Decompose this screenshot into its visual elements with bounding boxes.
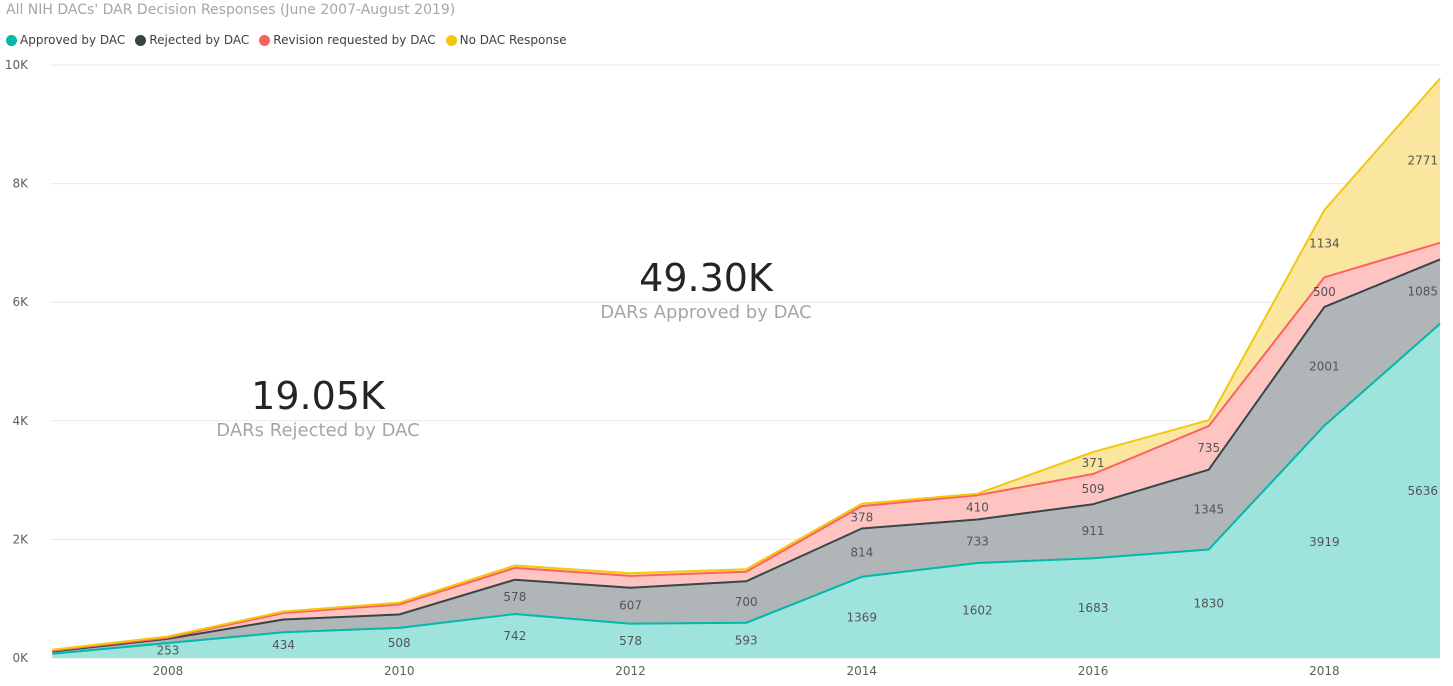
legend-label-approved: Approved by DAC [20,33,126,47]
data-label: 911 [1082,524,1105,538]
y-tick-label: 0K [12,651,29,665]
x-tick-label: 2010 [384,664,415,678]
y-tick-label: 6K [12,295,29,309]
axes: 0K 2K 4K 6K 8K 10K 2008 2010 2012 2014 2016 2018 [5,58,1340,678]
series-line-approved-by-dac [52,323,1441,655]
legend-label-revision: Revision requested by DAC [273,33,436,47]
data-label: 593 [735,633,758,647]
data-label: 742 [503,629,526,643]
data-label: 1830 [1193,597,1224,611]
data-label: 508 [388,636,411,650]
data-label: 509 [1082,482,1105,496]
area-rejected-by-dac [52,259,1440,654]
data-labels: 253 434 508 742 578 593 1369 1602 1683 1830 3919 56… [157,154,1438,658]
y-tick-label: 2K [12,532,29,546]
data-label: 434 [272,638,295,652]
data-label: 500 [1313,285,1336,299]
data-label: 253 [157,643,180,657]
data-label: 5636 [1407,484,1438,498]
legend-label-rejected: Rejected by DAC [149,33,250,47]
data-label: 735 [1197,441,1220,455]
area-approved-by-dac [52,323,1440,658]
legend-item-approved[interactable]: Approved by DAC [6,33,125,47]
data-label: 578 [503,590,526,604]
kpi-card-rejected: 19.05K DARs Rejected by DAC [168,374,468,441]
y-tick-label: 4K [12,414,29,428]
x-tick-label: 2012 [615,664,646,678]
x-tick-label: 2018 [1309,664,1340,678]
data-label: 1345 [1193,503,1224,517]
data-label: 700 [735,595,758,609]
legend-marker-rejected [135,34,147,46]
data-label: 1683 [1078,601,1109,615]
series-line-revision-requested-by-dac [52,241,1441,652]
data-label: 371 [1082,456,1105,470]
x-tick-label: 2014 [847,664,878,678]
kpi-value-approved: 49.30K [639,256,773,300]
area-revision-requested-by-dac [52,242,1440,652]
legend-marker-no-response [445,34,457,46]
kpi-value-rejected: 19.05K [251,374,385,418]
legend: Approved by DAC Rejected by DAC Revision… [6,33,577,47]
kpi-card-approved: 49.30K DARs Approved by DAC [556,256,856,323]
data-label: 410 [966,500,989,514]
chart-title: All NIH DACs' DAR Decision Responses (Ju… [6,2,456,18]
data-label: 1602 [962,604,993,618]
data-label: 1085 [1407,285,1438,299]
area-layer [52,78,1440,658]
legend-label-no-response: No DAC Response [459,33,567,47]
y-tick-label: 10K [5,58,29,72]
data-label: 1134 [1309,237,1340,251]
kpi-label-approved: DARs Approved by DAC [600,302,812,323]
y-tick-label: 8K [12,177,29,191]
data-label: 3919 [1309,535,1340,549]
data-label: 733 [966,534,989,548]
x-tick-label: 2016 [1078,664,1109,678]
data-label: 1369 [847,610,878,624]
data-label: 2001 [1309,359,1340,373]
data-label: 2771 [1407,154,1438,168]
data-label: 378 [850,510,873,524]
kpi-label-rejected: DARs Rejected by DAC [216,420,420,441]
data-label: 607 [619,599,642,613]
data-label: 814 [850,546,873,560]
legend-marker-approved [6,34,17,46]
legend-item-no-response[interactable]: No DAC Response [445,33,567,47]
legend-item-rejected[interactable]: Rejected by DAC [135,33,249,47]
legend-marker-revision [259,34,271,46]
x-tick-label: 2008 [153,664,184,678]
line-layer [52,77,1441,655]
series-line-no-dac-response [52,77,1441,651]
data-label: 578 [619,634,642,648]
series-line-rejected-by-dac [52,258,1441,653]
legend-item-revision[interactable]: Revision requested by DAC [259,33,436,47]
